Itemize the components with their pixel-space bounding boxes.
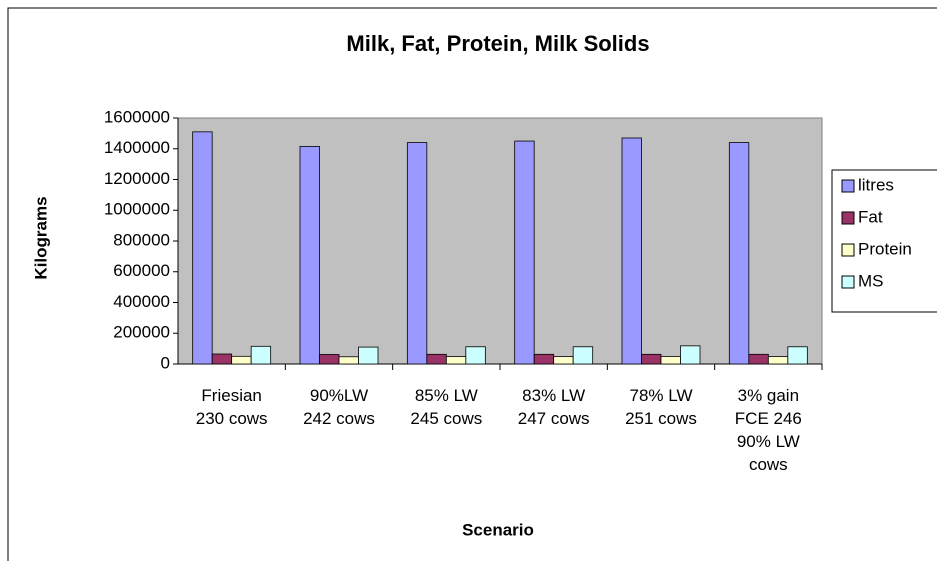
x-tick-label: 90%LW 242 cows	[303, 386, 375, 428]
bar	[748, 353, 769, 365]
bar	[553, 356, 574, 365]
y-tick-label: 1400000	[104, 138, 170, 157]
bar	[231, 355, 252, 365]
plot-area	[177, 117, 823, 365]
bar	[767, 356, 789, 365]
bar	[465, 346, 486, 365]
y-tick-label: 0	[161, 353, 170, 372]
y-tick-label: 400000	[113, 292, 170, 311]
x-axis-label: Scenario	[462, 520, 534, 539]
y-tick-label: 1600000	[104, 107, 170, 126]
bar	[728, 142, 750, 365]
chart-frame	[7, 7, 937, 561]
y-tick-label: 600000	[113, 261, 170, 280]
bar	[621, 137, 642, 365]
legend-label: litres	[858, 175, 894, 194]
bar	[641, 353, 662, 365]
bar	[533, 353, 555, 365]
y-tick-label: 1000000	[104, 200, 170, 219]
y-tick-label: 1200000	[104, 169, 170, 188]
x-tick-label: Friesian 230 cows	[195, 386, 268, 428]
legend-swatch	[841, 211, 855, 225]
bar	[319, 354, 340, 365]
bar	[211, 353, 233, 365]
bar	[192, 131, 213, 365]
x-tick-label: 78% LW 251 cows	[625, 386, 697, 428]
legend-swatch	[841, 275, 855, 289]
x-tick-label: 85% LW 245 cows	[410, 386, 483, 428]
bar	[426, 353, 447, 365]
bar	[445, 356, 467, 365]
x-tick-label: 83% LW 247 cows	[517, 386, 590, 428]
bar	[514, 140, 535, 365]
bar	[787, 346, 808, 365]
legend-label: Protein	[858, 239, 912, 258]
bar	[660, 356, 681, 365]
x-tick-label: 3% gain FCE 246 90% LW cows	[734, 386, 802, 474]
bar	[572, 346, 594, 365]
y-tick-label: 800000	[113, 230, 170, 249]
bar	[338, 356, 359, 365]
y-axis-label: Kilograms	[31, 196, 50, 279]
chart-title: Milk, Fat, Protein, Milk Solids	[346, 31, 649, 56]
legend-label: Fat	[858, 207, 883, 226]
legend-swatch	[841, 243, 855, 257]
legend-swatch	[841, 179, 855, 193]
legend-label: MS	[858, 271, 884, 290]
bar	[406, 142, 428, 365]
bar	[680, 345, 701, 365]
bar	[250, 345, 272, 365]
bar	[299, 146, 320, 365]
y-tick-label: 200000	[113, 323, 170, 342]
bar	[358, 346, 379, 365]
